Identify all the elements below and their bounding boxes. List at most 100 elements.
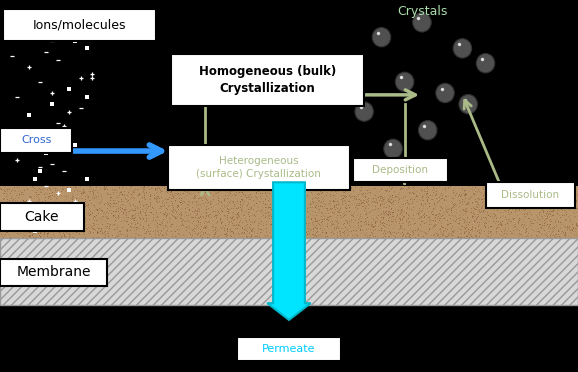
Point [380,203,389,209]
Point [470,224,479,230]
Point [229,232,238,238]
Point [498,187,507,193]
Point [520,188,529,194]
Point [299,219,308,225]
Point [121,215,131,221]
Point [25,203,34,209]
Point [153,231,162,237]
Point [252,230,261,235]
Point [95,199,104,205]
Point [397,211,406,217]
Point [141,230,150,236]
Point [177,211,186,217]
Point [118,209,127,215]
Point [511,203,520,209]
Point [191,212,201,218]
Point [335,232,344,238]
Point [152,220,161,226]
Point [366,190,375,196]
Point [51,228,61,234]
Point [314,190,323,196]
Point [143,201,152,207]
Point [22,199,31,205]
Point [544,210,554,216]
Point [257,195,266,201]
Point [323,185,332,191]
Point [261,192,271,198]
Point [468,212,477,218]
Point [494,190,503,196]
Point [227,188,236,194]
Point [8,194,17,200]
Point [398,223,407,229]
Point [412,192,421,198]
Point [165,214,174,220]
Point [2,186,12,192]
Point [468,204,477,210]
Point [256,202,265,208]
Point [128,194,138,200]
Point [392,214,401,220]
Point [468,209,477,215]
Point [552,209,561,215]
Point [536,221,545,227]
Point [276,193,286,199]
Point [479,210,488,216]
Point [526,218,535,224]
Point [141,230,150,236]
Point [10,211,20,217]
Point [135,210,144,216]
Point [233,186,242,192]
Point [338,211,347,217]
Point [225,228,234,234]
Point [205,232,214,238]
Point [366,187,375,193]
Point [62,196,71,202]
Point [256,202,265,208]
Point [153,235,162,241]
Point [111,226,120,232]
Point [255,227,265,232]
Point [128,189,138,195]
Point [305,220,314,226]
Point [306,215,316,221]
Point [509,201,518,206]
Point [418,203,428,209]
Point [351,224,360,230]
Point [201,188,210,194]
Point [398,213,407,219]
Point [171,195,180,201]
Point [355,213,365,219]
Point [344,204,354,210]
Point [152,189,161,195]
Point [262,221,271,227]
Point [452,214,461,220]
Point [419,220,428,226]
Point [361,212,370,218]
Point [416,192,425,198]
Point [26,194,35,200]
Point [379,198,388,204]
Point [281,212,290,218]
Point [151,219,161,225]
Point [45,211,54,217]
Point [43,233,52,239]
Point [40,185,49,191]
Point [381,230,390,236]
Point [531,184,540,190]
Point [136,232,146,238]
Point [484,202,494,208]
Point [450,213,460,219]
Point [304,225,313,231]
Point [303,228,312,234]
Point [570,214,578,219]
Point [398,220,407,226]
Point [81,210,91,216]
Point [513,208,522,214]
Point [151,207,161,213]
Point [459,216,468,222]
Point [313,225,322,231]
Point [528,198,537,203]
Point [20,207,29,213]
Point [313,209,323,215]
